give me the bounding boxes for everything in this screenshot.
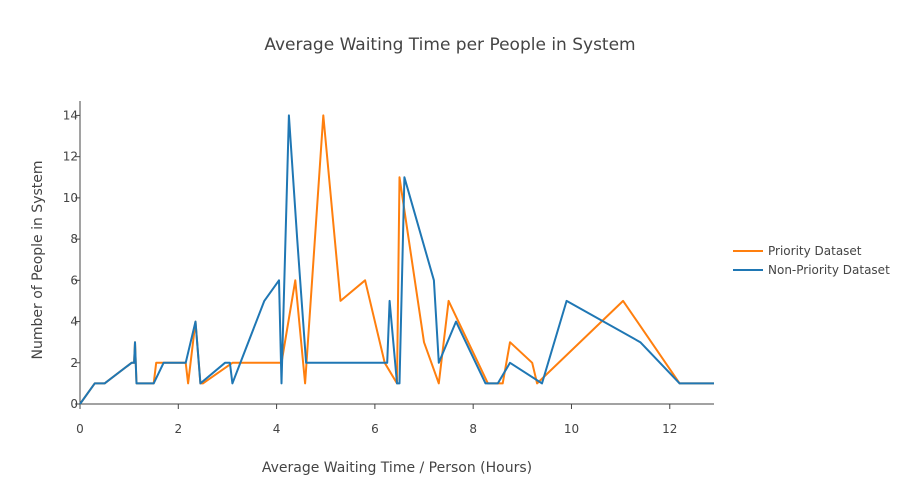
y-axis-title: Number of People in System <box>30 160 46 359</box>
series-line-non-priority-dataset <box>79 114 714 405</box>
x-tick-label: 0 <box>76 422 84 436</box>
y-tick-label: 6 <box>70 273 78 287</box>
y-tick-label: 8 <box>70 232 78 246</box>
y-tick-label: 10 <box>63 191 78 205</box>
legend-label: Non-Priority Dataset <box>768 263 890 277</box>
x-tick-label: 10 <box>564 422 579 436</box>
y-tick-label: 14 <box>63 108 78 122</box>
legend[interactable]: Priority Dataset Non-Priority Dataset <box>733 244 890 277</box>
chart-title: Average Waiting Time per People in Syste… <box>264 35 635 55</box>
x-axis-title: Average Waiting Time / Person (Hours) <box>262 460 532 476</box>
x-tick-label: 8 <box>469 422 477 436</box>
x-tick-label: 4 <box>273 422 281 436</box>
y-tick-label: 0 <box>70 397 78 411</box>
x-tick-label: 6 <box>371 422 379 436</box>
y-tick-label: 4 <box>70 315 78 329</box>
x-tick-label: 12 <box>662 422 677 436</box>
y-tick-label: 2 <box>70 356 78 370</box>
series-line-priority-dataset <box>79 114 714 405</box>
legend-item-priority-dataset[interactable]: Priority Dataset <box>733 244 862 258</box>
x-tick-label: 2 <box>174 422 182 436</box>
y-tick-label: 12 <box>63 150 78 164</box>
legend-item-non-priority-dataset[interactable]: Non-Priority Dataset <box>733 263 890 277</box>
plot-area: 0 2 4 6 8 10 12 14 0 2 4 6 8 10 12 <box>63 101 714 436</box>
legend-label: Priority Dataset <box>768 244 862 258</box>
